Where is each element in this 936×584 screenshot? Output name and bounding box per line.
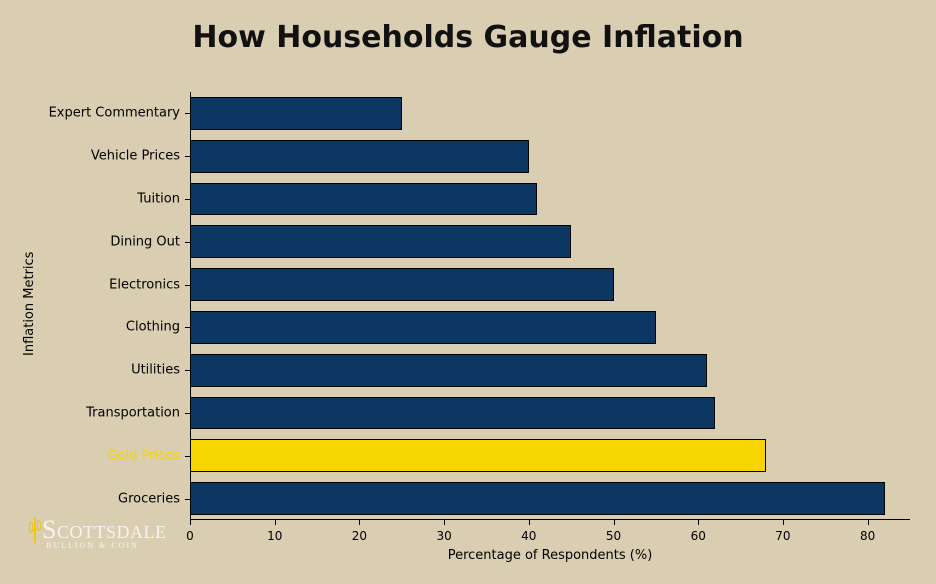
y-tick-label: Expert Commentary: [49, 106, 180, 121]
y-tick-label: Vehicle Prices: [91, 149, 180, 164]
x-tick-mark: [529, 520, 530, 525]
y-tick-label: Electronics: [109, 277, 180, 292]
plot-area: 01020304050607080 GroceriesGold PricesTr…: [190, 92, 910, 520]
y-tick-mark: [185, 285, 190, 286]
x-axis-line: [190, 519, 910, 520]
x-tick-mark: [868, 520, 869, 525]
x-axis-label: Percentage of Respondents (%): [448, 548, 653, 563]
logo-line1: SCOTTSDALE: [42, 525, 166, 542]
bar: [190, 397, 715, 430]
bar: [190, 140, 529, 173]
y-tick-mark: [185, 113, 190, 114]
bar: [190, 97, 402, 130]
y-tick-mark: [185, 456, 190, 457]
logo-line2: BULLION & COIN: [46, 541, 166, 550]
brand-logo: SCOTTSDALE BULLION & COIN: [42, 515, 166, 550]
y-tick-mark: [185, 327, 190, 328]
y-tick-label: Utilities: [131, 363, 180, 378]
x-tick-label: 20: [352, 529, 367, 543]
y-tick-mark: [185, 413, 190, 414]
x-tick-label: 60: [691, 529, 706, 543]
y-tick-mark: [185, 499, 190, 500]
y-tick-mark: [185, 370, 190, 371]
y-tick-label: Transportation: [86, 406, 180, 421]
x-tick-mark: [190, 520, 191, 525]
x-tick-mark: [698, 520, 699, 525]
bar: [190, 354, 707, 387]
x-tick-label: 80: [860, 529, 875, 543]
bar: [190, 268, 614, 301]
y-axis-label: Inflation Metrics: [22, 252, 37, 356]
y-tick-label: Groceries: [118, 491, 180, 506]
x-tick-label: 70: [775, 529, 790, 543]
chart-title: How Households Gauge Inflation: [0, 20, 936, 55]
x-tick-mark: [783, 520, 784, 525]
bar: [190, 311, 656, 344]
x-tick-mark: [275, 520, 276, 525]
x-tick-label: 30: [436, 529, 451, 543]
x-tick-mark: [359, 520, 360, 525]
bar: [190, 183, 537, 216]
x-tick-label: 40: [521, 529, 536, 543]
x-tick-label: 10: [267, 529, 282, 543]
y-tick-label: Dining Out: [110, 234, 180, 249]
y-tick-mark: [185, 156, 190, 157]
y-tick-label: Tuition: [137, 192, 180, 207]
x-tick-mark: [614, 520, 615, 525]
bar: [190, 225, 571, 258]
x-tick-mark: [444, 520, 445, 525]
y-tick-mark: [185, 242, 190, 243]
y-tick-label: Gold Prices: [107, 448, 180, 463]
bar: [190, 439, 766, 472]
cactus-icon: [28, 517, 42, 549]
bar: [190, 482, 885, 515]
x-tick-label: 50: [606, 529, 621, 543]
x-tick-label: 0: [186, 529, 194, 543]
y-tick-mark: [185, 199, 190, 200]
y-tick-label: Clothing: [126, 320, 180, 335]
